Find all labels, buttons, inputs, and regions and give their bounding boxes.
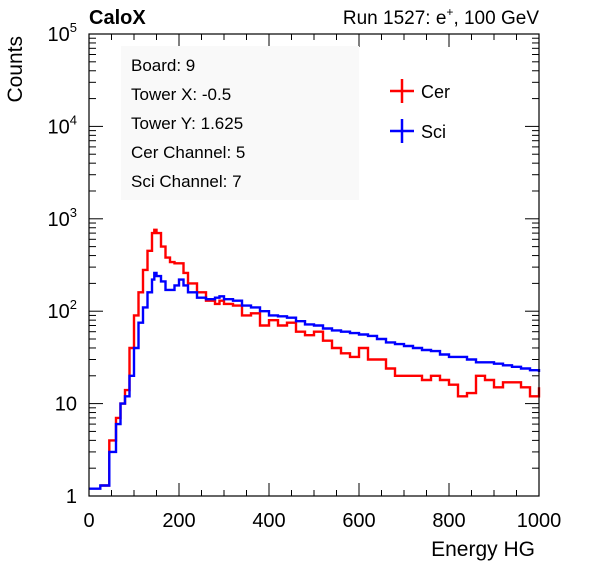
y-tick-label: 105 bbox=[48, 20, 77, 46]
info-line-tower-x: Tower X: -0.5 bbox=[131, 85, 231, 104]
y-tick-label: 103 bbox=[48, 205, 77, 231]
y-tick-label: 10 bbox=[55, 394, 77, 416]
legend-label-cer: Cer bbox=[421, 82, 450, 102]
y-axis-label: Counts bbox=[4, 36, 27, 103]
series-curves bbox=[89, 228, 541, 490]
info-line-sci-channel: Sci Channel: 7 bbox=[131, 172, 242, 191]
y-tick-label: 104 bbox=[48, 112, 77, 138]
series-line-sci bbox=[89, 271, 541, 490]
x-tick-label: 0 bbox=[83, 510, 94, 532]
info-line-cer-channel: Cer Channel: 5 bbox=[131, 143, 245, 162]
run-label-main: Run 1527: e bbox=[343, 8, 447, 29]
info-box-background bbox=[121, 46, 359, 200]
legend: Cer Sci bbox=[390, 79, 450, 143]
info-box: Board: 9 Tower X: -0.5 Tower Y: 1.625 Ce… bbox=[121, 46, 359, 200]
legend-marker-sci bbox=[390, 119, 414, 143]
run-label: Run 1527: e+, 100 GeV bbox=[343, 5, 539, 29]
series-line-cer bbox=[100, 228, 541, 487]
axis-ticks: 0 200 400 600 800 1000 1 10 102 103 104 105 bbox=[48, 20, 562, 532]
brand-label: CaloX bbox=[89, 7, 146, 29]
run-label-sup: + bbox=[446, 5, 453, 19]
x-tick-label: 800 bbox=[432, 510, 465, 532]
legend-label-sci: Sci bbox=[421, 122, 446, 142]
x-tick-label: 400 bbox=[252, 510, 285, 532]
legend-marker-cer bbox=[390, 79, 414, 103]
info-line-board: Board: 9 bbox=[131, 56, 195, 75]
x-tick-label: 200 bbox=[162, 510, 195, 532]
x-tick-label: 600 bbox=[342, 510, 375, 532]
info-line-tower-y: Tower Y: 1.625 bbox=[131, 114, 243, 133]
x-tick-label: 1000 bbox=[517, 510, 562, 532]
y-tick-label: 1 bbox=[66, 486, 77, 508]
x-axis-label: Energy HG bbox=[431, 538, 535, 561]
y-tick-label: 102 bbox=[48, 297, 77, 323]
run-label-suffix: , 100 GeV bbox=[453, 8, 539, 29]
